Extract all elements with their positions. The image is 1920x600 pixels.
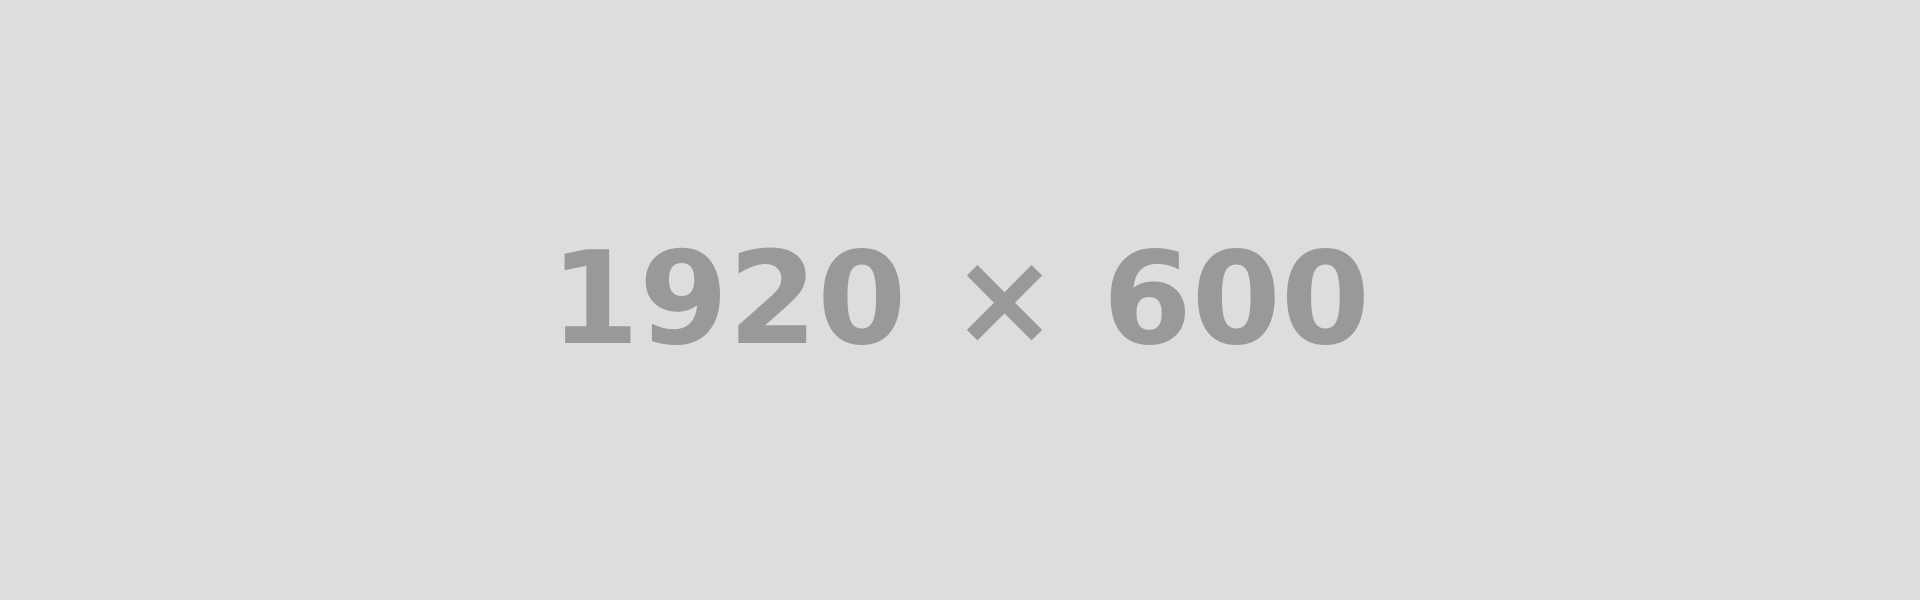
placeholder-image: 1920 × 600 <box>550 225 1370 374</box>
placeholder-dimensions-label: 1920 × 600 <box>550 225 1370 374</box>
